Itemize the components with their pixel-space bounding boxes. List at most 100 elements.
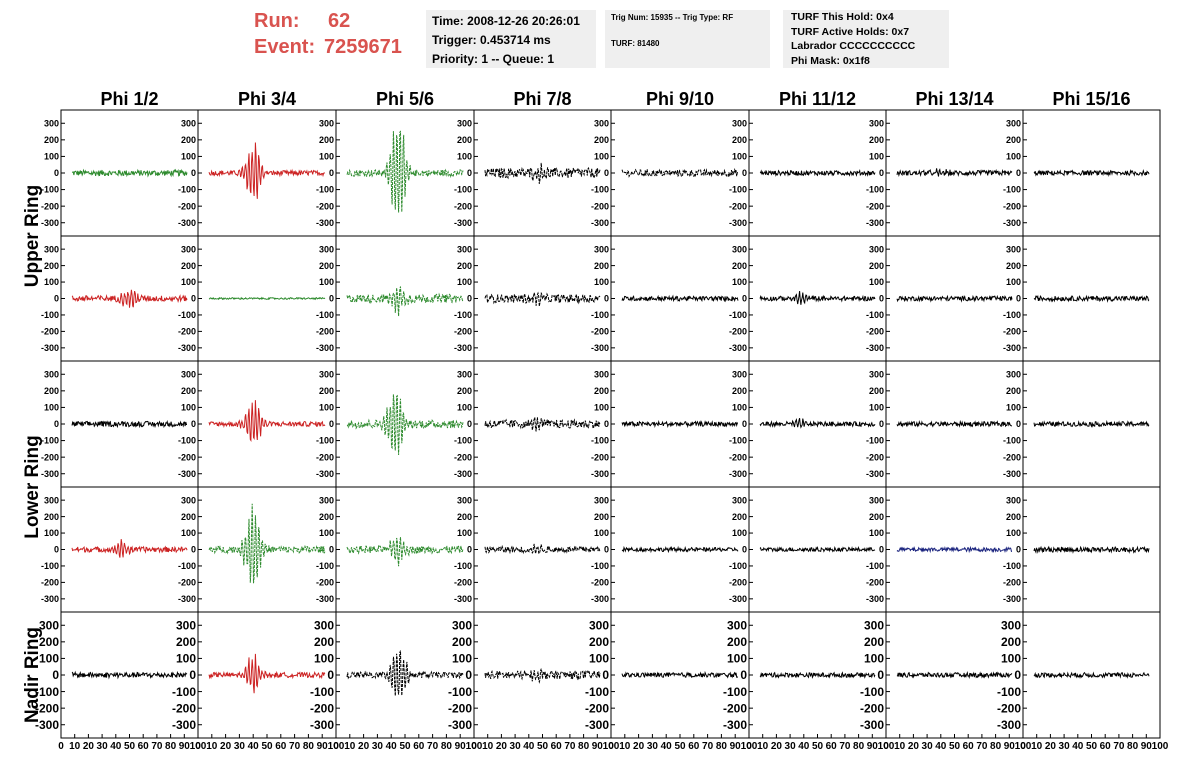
x-tick-label: 0 <box>471 741 477 752</box>
y-tick-label: 200 <box>44 512 59 522</box>
y-tick-label: -200 <box>729 327 747 337</box>
y-tick-label: 100 <box>181 152 196 162</box>
waveform-r4-c4 <box>484 543 601 555</box>
x-tick-label: 40 <box>935 741 947 752</box>
y-tick-label: 300 <box>594 495 609 505</box>
y-tick-label: 300 <box>457 118 472 128</box>
x-tick-label: 20 <box>496 741 508 752</box>
y-tick-label: -200 <box>316 201 334 211</box>
y-tick-label: -100 <box>591 185 609 195</box>
y-tick-label: 300 <box>181 244 196 254</box>
x-tick-label: 80 <box>853 741 865 752</box>
y-tick-label: -100 <box>41 436 59 446</box>
x-tick-label: 30 <box>785 741 797 752</box>
x-tick-label: 40 <box>1072 741 1084 752</box>
y-tick-label: -200 <box>454 327 472 337</box>
y-tick-label: 100 <box>869 403 884 413</box>
y-tick-label: 200 <box>181 386 196 396</box>
y-tick-label: 0 <box>604 545 609 555</box>
y-tick-label: -200 <box>866 452 884 462</box>
event-label: Event: <box>254 36 316 58</box>
y-tick-label: -200 <box>866 578 884 588</box>
y-tick-label: 300 <box>1006 118 1021 128</box>
y-tick-label: 200 <box>319 512 334 522</box>
y-tick-label: 0 <box>52 668 59 682</box>
priority-text: Priority: 1 -- Queue: 1 <box>432 52 555 66</box>
y-tick-label: 300 <box>452 618 472 632</box>
y-tick-label: 300 <box>319 244 334 254</box>
y-tick-label: 300 <box>176 618 196 632</box>
y-tick-label: -300 <box>1003 594 1021 604</box>
y-tick-label: 100 <box>176 652 196 666</box>
x-tick-label: 30 <box>922 741 934 752</box>
x-tick-label: 100 <box>190 741 207 752</box>
x-tick-label: 40 <box>248 741 260 752</box>
y-tick-label: 200 <box>864 635 884 649</box>
waveform-r4-c1 <box>71 539 188 558</box>
y-tick-label: -100 <box>35 685 59 699</box>
y-tick-label: -300 <box>860 718 884 732</box>
y-tick-label: 0 <box>191 545 196 555</box>
waveform-r2-c1 <box>71 289 188 308</box>
waveform-r4-c2 <box>208 503 326 584</box>
y-tick-label: -200 <box>729 578 747 588</box>
y-tick-label: -100 <box>1003 561 1021 571</box>
y-tick-label: -200 <box>860 701 884 715</box>
waveform-r5-c6 <box>759 671 876 679</box>
y-tick-label: 200 <box>319 135 334 145</box>
y-tick-label: 100 <box>594 403 609 413</box>
x-tick-label: 100 <box>741 741 758 752</box>
turf-active-holds-text: TURF Active Holds: 0x7 <box>791 25 910 38</box>
x-tick-label: 100 <box>1152 741 1169 752</box>
y-tick-label: -200 <box>454 578 472 588</box>
y-tick-label: 0 <box>879 419 884 429</box>
waveform-r1-c5 <box>621 167 739 178</box>
x-tick-label: 10 <box>344 741 356 752</box>
y-tick-label: -200 <box>1003 578 1021 588</box>
y-tick-label: 100 <box>869 152 884 162</box>
y-tick-label: -100 <box>729 561 747 571</box>
y-tick-label: 300 <box>1006 244 1021 254</box>
y-tick-label: 200 <box>44 261 59 271</box>
y-tick-label: 200 <box>319 386 334 396</box>
y-tick-label: -200 <box>178 578 196 588</box>
y-tick-label: 200 <box>176 635 196 649</box>
y-tick-label: 100 <box>181 528 196 538</box>
phi-mask-text: Phi Mask: 0x1f8 <box>791 54 870 67</box>
x-tick-label: 40 <box>110 741 122 752</box>
y-tick-label: -300 <box>178 469 196 479</box>
y-tick-label: -100 <box>178 436 196 446</box>
y-tick-label: -200 <box>454 201 472 211</box>
y-tick-label: 200 <box>869 386 884 396</box>
y-tick-label: -200 <box>585 701 609 715</box>
x-tick-label: 20 <box>771 741 783 752</box>
x-tick-label: 10 <box>69 741 81 752</box>
x-tick-label: 40 <box>661 741 673 752</box>
y-tick-label: 300 <box>181 369 196 379</box>
x-tick-label: 0 <box>58 741 64 752</box>
y-tick-label: 0 <box>54 168 59 178</box>
y-tick-label: 100 <box>589 652 609 666</box>
y-tick-label: 100 <box>44 403 59 413</box>
y-tick-label: -200 <box>41 327 59 337</box>
y-tick-label: 200 <box>727 635 747 649</box>
time-info-box: Time: 2008-12-26 20:26:01 Trigger: 0.453… <box>426 10 596 68</box>
y-tick-label: -100 <box>866 561 884 571</box>
waveform-r2-c6 <box>759 290 876 305</box>
y-tick-label: 300 <box>314 618 334 632</box>
y-tick-label: 0 <box>191 168 196 178</box>
y-tick-label: 0 <box>604 294 609 304</box>
y-tick-label: 300 <box>594 118 609 128</box>
x-tick-label: 40 <box>386 741 398 752</box>
y-tick-label: 200 <box>594 135 609 145</box>
x-tick-label: 90 <box>179 741 191 752</box>
y-tick-label: 200 <box>457 386 472 396</box>
y-tick-label: -200 <box>316 452 334 462</box>
y-tick-label: -100 <box>178 561 196 571</box>
waveform-r1-c8 <box>1033 168 1150 177</box>
y-tick-label: 0 <box>465 668 472 682</box>
y-tick-label: -300 <box>454 218 472 228</box>
x-tick-label: 70 <box>289 741 301 752</box>
waveform-r4-c8 <box>1033 545 1150 554</box>
y-tick-label: -300 <box>316 343 334 353</box>
